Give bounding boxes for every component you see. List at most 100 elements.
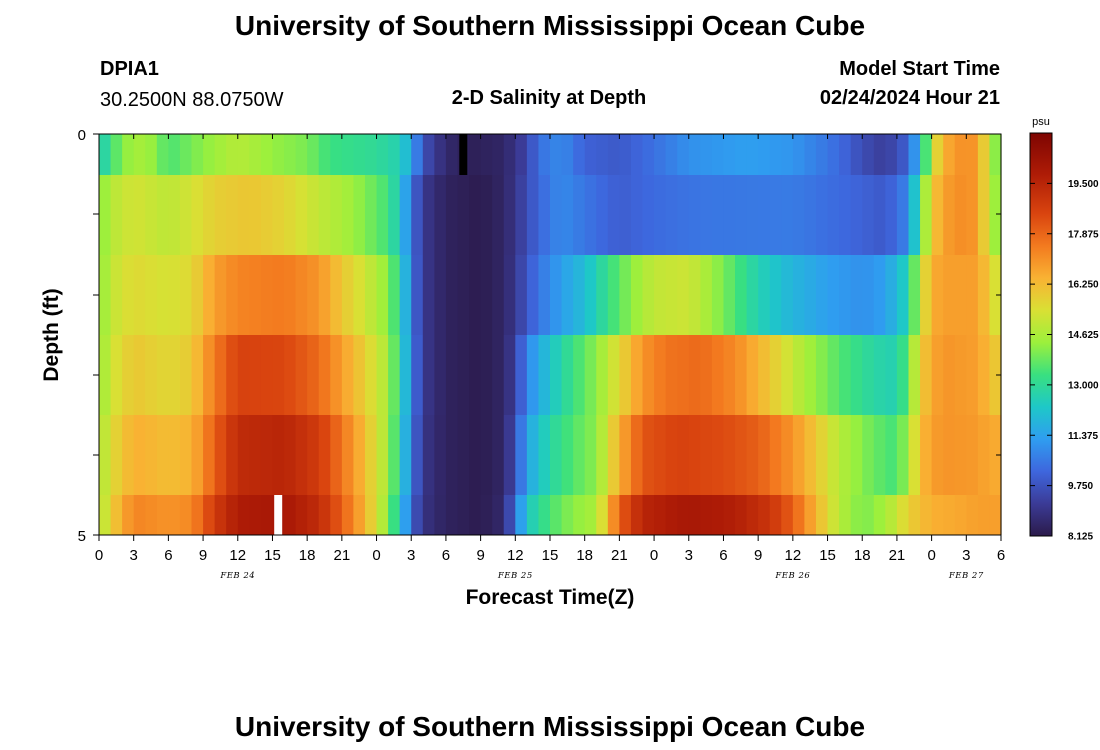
heatmap-cell	[376, 134, 389, 175]
heatmap-cell	[492, 495, 505, 535]
heatmap-cell	[815, 134, 829, 175]
heatmap-cell	[735, 255, 748, 335]
heatmap-cell	[318, 415, 331, 495]
heatmap-cell	[469, 495, 482, 535]
heatmap-cell	[873, 255, 886, 335]
y-tick-label: 0	[78, 127, 86, 144]
heatmap-cell	[619, 495, 632, 535]
heatmap-cell	[792, 175, 806, 255]
heatmap-cell	[307, 175, 320, 255]
heatmap-cell	[538, 335, 551, 415]
heatmap-cell	[249, 415, 262, 495]
heatmap-cell	[99, 335, 112, 415]
heatmap-cell	[295, 415, 308, 495]
heatmap-cell	[943, 255, 956, 335]
heatmap-cell	[411, 415, 424, 495]
heatmap-cell	[931, 134, 944, 175]
heatmap-cell	[977, 175, 991, 255]
heatmap-cell	[920, 335, 933, 415]
heatmap-cell	[804, 175, 817, 255]
heatmap-cell	[619, 134, 632, 175]
model-start-label: Model Start Time	[839, 58, 1000, 80]
heatmap-cell	[769, 255, 782, 335]
station-coords: 30.2500N 88.0750W	[100, 89, 284, 111]
heatmap-cell	[399, 134, 412, 175]
heatmap-cell	[723, 495, 736, 535]
heatmap-cell	[596, 415, 609, 495]
heatmap-cell	[538, 134, 551, 175]
heatmap-cell	[827, 255, 840, 335]
heatmap-cell	[422, 134, 435, 175]
heatmap-cell	[989, 335, 1002, 415]
heatmap-cell	[677, 415, 690, 495]
heatmap-cell	[688, 495, 701, 535]
heatmap-cell	[862, 335, 875, 415]
heatmap-cell	[746, 495, 759, 535]
page-title: University of Southern Mississippi Ocean…	[235, 10, 865, 41]
x-tick-label: 0	[927, 547, 935, 564]
heatmap-cell	[307, 335, 320, 415]
heatmap-cell	[214, 495, 227, 535]
heatmap-cell	[203, 134, 216, 175]
heatmap-cell	[642, 175, 655, 255]
heatmap-cell	[827, 335, 840, 415]
heatmap-cell	[769, 415, 782, 495]
heatmap-cell	[330, 255, 343, 335]
heatmap-cell	[573, 175, 586, 255]
heatmap-cell	[758, 335, 771, 415]
heatmap-cell	[191, 415, 204, 495]
heatmap-cell	[931, 415, 944, 495]
heatmap-cell	[434, 134, 447, 175]
heatmap-cell	[839, 415, 852, 495]
heatmap-cell	[364, 495, 378, 535]
heatmap-cell	[561, 255, 574, 335]
heatmap-cell	[260, 495, 274, 535]
heatmap-cell	[191, 495, 204, 535]
heatmap-cell	[862, 495, 875, 535]
heatmap-cell	[515, 415, 528, 495]
heatmap-cell	[133, 175, 146, 255]
y-axis-label: Depth (ft)	[40, 288, 63, 381]
heatmap-cell	[526, 134, 540, 175]
heatmap-cell	[677, 335, 690, 415]
heatmap-cell	[179, 255, 193, 335]
heatmap-cell	[422, 175, 435, 255]
heatmap-cell	[873, 175, 886, 255]
heatmap-cell	[584, 255, 597, 335]
heatmap-cell	[758, 134, 771, 175]
colorbar-tick-label: 8.125	[1068, 532, 1093, 543]
heatmap-cell	[665, 134, 678, 175]
x-date-label: FEB 27	[948, 571, 984, 581]
heatmap-cell	[434, 335, 447, 415]
marker-bar-black	[459, 134, 468, 175]
heatmap-cell	[792, 415, 806, 495]
heatmap-cell	[815, 495, 829, 535]
heatmap-cell	[619, 415, 632, 495]
x-tick-label: 12	[507, 547, 524, 564]
heatmap-cell	[735, 335, 748, 415]
heatmap-cell	[781, 134, 794, 175]
x-tick-label: 0	[650, 547, 658, 564]
heatmap-cell	[353, 495, 366, 535]
heatmap-cell	[445, 134, 459, 175]
heatmap-cell	[781, 335, 794, 415]
heatmap-cell	[561, 335, 574, 415]
heatmap-cell	[642, 134, 655, 175]
y-axis: 05	[78, 127, 1001, 545]
heatmap-cell	[584, 495, 597, 535]
heatmap-cell	[203, 175, 216, 255]
heatmap-cell	[630, 255, 644, 335]
heatmap-cell	[688, 335, 701, 415]
heatmap-cell	[133, 255, 146, 335]
heatmap-cell	[191, 335, 204, 415]
heatmap-cell	[700, 134, 713, 175]
heatmap-cell	[295, 175, 308, 255]
heatmap-cell	[781, 255, 794, 335]
heatmap-cell	[746, 175, 759, 255]
heatmap-cell	[735, 495, 748, 535]
heatmap-cell	[966, 134, 979, 175]
heatmap-cell	[607, 495, 620, 535]
heatmap-cell	[260, 255, 274, 335]
heatmap-cell	[341, 255, 355, 335]
heatmap-cell	[873, 415, 886, 495]
